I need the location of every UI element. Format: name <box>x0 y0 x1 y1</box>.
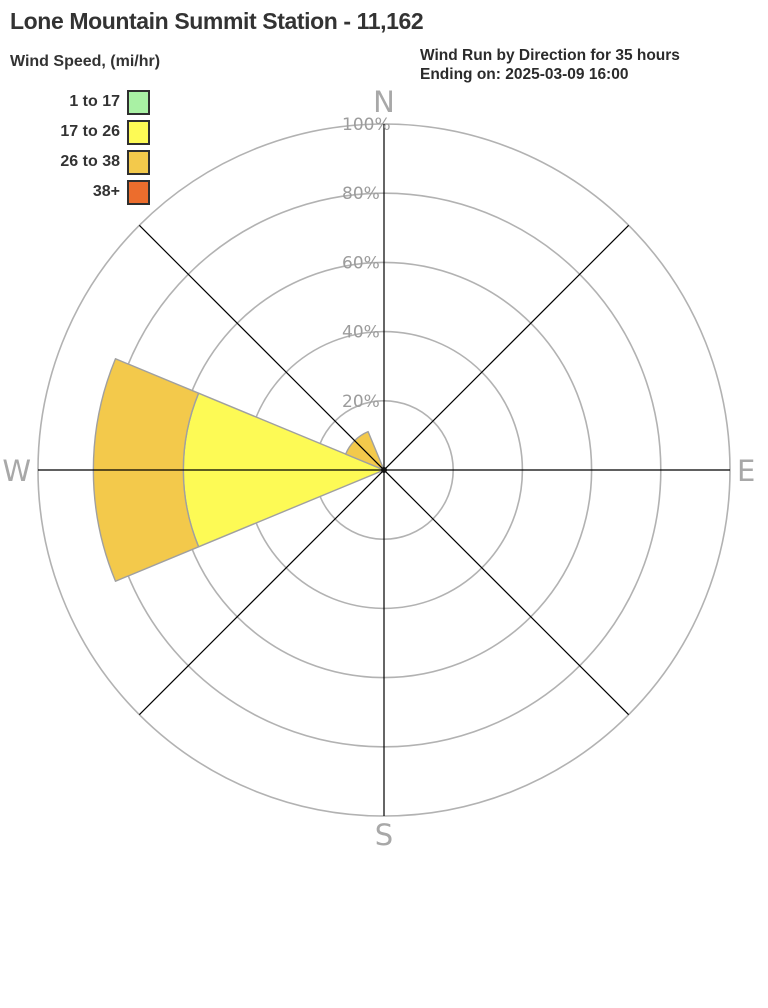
legend-item: 26 to 38 <box>10 147 150 177</box>
radial-tick-label: 60% <box>342 253 380 273</box>
radial-tick-label: 100% <box>342 115 391 135</box>
radial-tick-label: 40% <box>342 323 380 343</box>
legend-title: Wind Speed, (mi/hr) <box>10 53 161 70</box>
radial-tick-label: 80% <box>342 184 380 204</box>
legend-swatch-yellow <box>127 119 150 145</box>
legend-item-label: 1 to 17 <box>69 93 120 110</box>
legend-item: 17 to 26 <box>10 117 150 147</box>
compass-label-w: W <box>2 454 31 488</box>
legend-item: 38+ <box>10 177 150 207</box>
center-dot <box>381 467 387 473</box>
legend-item-label: 26 to 38 <box>60 153 120 170</box>
legend-swatch-orange <box>127 179 150 205</box>
page-title: Lone Mountain Summit Station - 11,162 <box>10 8 424 34</box>
legend-item-label: 38+ <box>92 183 120 200</box>
radial-tick-label: 20% <box>342 392 380 412</box>
wind-speed-legend: 1 to 17 17 to 26 26 to 38 38+ <box>10 87 150 207</box>
chart-subtitle: Ending on: 2025-03-09 16:00 <box>420 66 629 83</box>
legend-swatch-gold <box>127 149 150 175</box>
chart-title: Wind Run by Direction for 35 hours <box>420 47 680 64</box>
compass-label-n: N <box>373 85 395 119</box>
legend-item-label: 17 to 26 <box>60 123 120 140</box>
compass-label-e: E <box>737 454 755 488</box>
compass-label-s: S <box>375 818 393 852</box>
legend-swatch-green <box>127 89 150 115</box>
chart-header: Wind Run by Direction for 35 hours Endin… <box>420 46 680 84</box>
legend-item: 1 to 17 <box>10 87 150 117</box>
